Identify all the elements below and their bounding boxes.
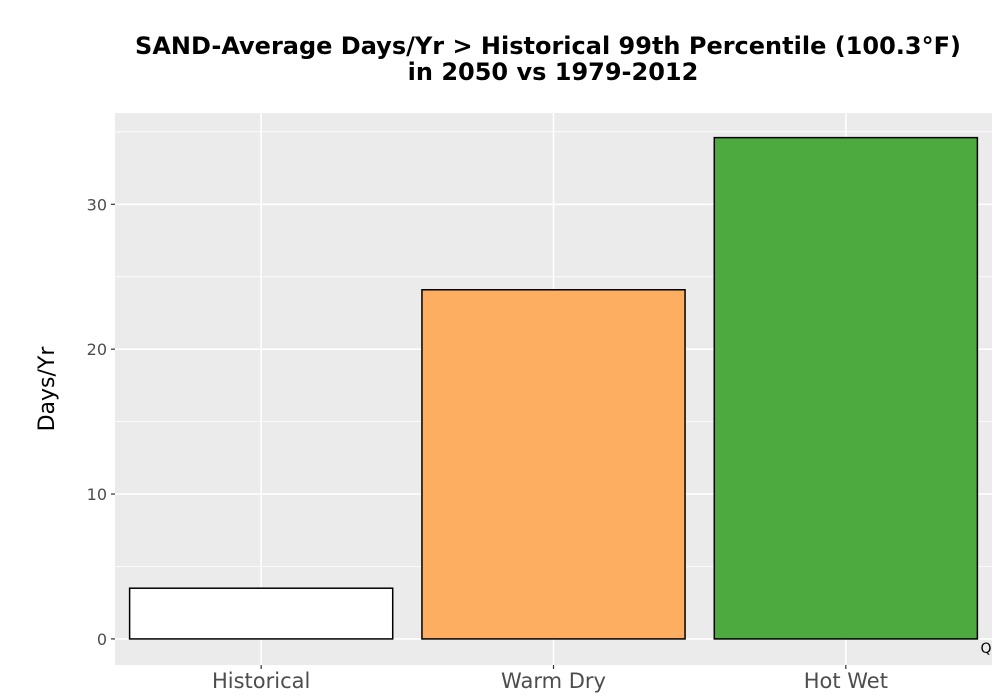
y-tick-label: 30 xyxy=(87,195,107,214)
bars xyxy=(128,136,979,640)
corner-note: Q xyxy=(980,641,991,657)
chart-title-line-1: SAND-Average Days/Yr > Historical 99th P… xyxy=(135,32,961,60)
x-tick-label: Historical xyxy=(212,669,310,693)
bar-hot-wet xyxy=(713,136,979,640)
y-axis-title: Days/Yr xyxy=(35,346,60,432)
x-tick-label: Warm Dry xyxy=(501,669,606,693)
y-tick-label: 0 xyxy=(97,630,107,649)
y-axis: 0 10 20 30 xyxy=(87,195,115,649)
y-tick-label: 10 xyxy=(87,485,107,504)
bar-warm-dry xyxy=(421,289,686,640)
y-tick-label: 20 xyxy=(87,340,107,359)
chart-title-line-2: in 2050 vs 1979-2012 xyxy=(408,58,699,86)
x-axis: Historical Warm Dry Hot Wet xyxy=(212,665,888,693)
bar-historical xyxy=(128,587,394,640)
x-tick-label: Hot Wet xyxy=(804,669,888,693)
